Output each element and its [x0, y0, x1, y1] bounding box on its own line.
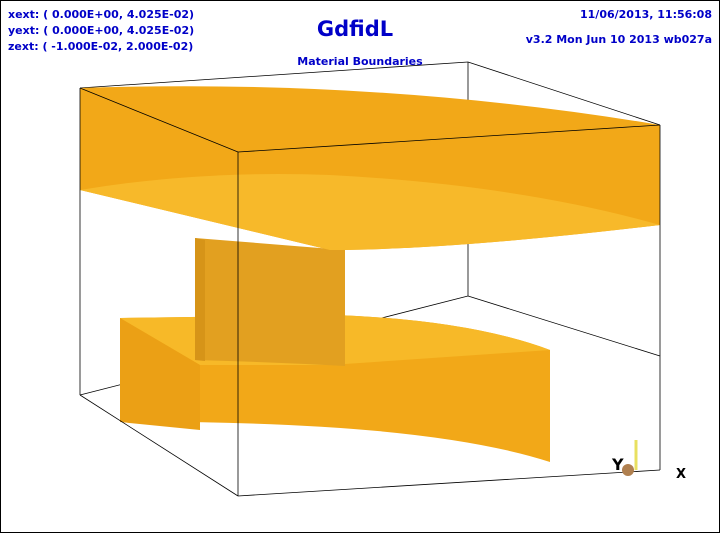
extent-x: xext: ( 0.000E+00, 4.025E-02)	[8, 8, 194, 21]
title: GdfidL	[317, 17, 393, 41]
center-cylinder	[195, 238, 345, 366]
axis-label-x: X	[676, 467, 686, 482]
subtitle: Material Boundaries	[297, 55, 423, 68]
extent-z: zext: ( -1.000E-02, 2.000E-02)	[8, 40, 193, 53]
version: v3.2 Mon Jun 10 2013 wb027a	[526, 33, 712, 46]
timestamp: 11/06/2013, 11:56:08	[580, 8, 712, 21]
axis-label-y: Y	[611, 455, 624, 474]
axes-icon: Y X	[611, 440, 686, 482]
upper-plate	[80, 86, 660, 251]
bounding-box-front	[79, 61, 661, 497]
extent-y: yext: ( 0.000E+00, 4.025E-02)	[8, 24, 194, 37]
